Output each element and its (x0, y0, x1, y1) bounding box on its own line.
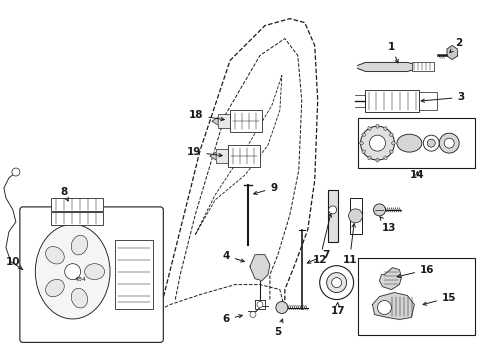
Ellipse shape (396, 134, 421, 152)
Text: 10: 10 (6, 257, 22, 270)
Bar (51, 198, 102, 211)
Text: 11: 11 (342, 224, 356, 265)
Circle shape (275, 302, 287, 314)
Ellipse shape (367, 127, 370, 130)
Ellipse shape (359, 141, 363, 145)
Ellipse shape (71, 235, 87, 255)
Text: 1: 1 (387, 41, 397, 63)
Circle shape (373, 204, 385, 216)
FancyBboxPatch shape (20, 207, 163, 342)
Ellipse shape (361, 133, 365, 136)
Circle shape (438, 133, 458, 153)
Bar (216, 149, 227, 163)
Bar (115, 240, 153, 310)
Ellipse shape (84, 264, 104, 280)
Polygon shape (212, 117, 218, 125)
Ellipse shape (45, 247, 64, 264)
Ellipse shape (35, 224, 110, 319)
Circle shape (326, 273, 346, 293)
Circle shape (249, 311, 255, 318)
Circle shape (427, 139, 434, 147)
Text: 4: 4 (222, 251, 244, 262)
Ellipse shape (375, 124, 378, 128)
Ellipse shape (388, 133, 392, 136)
Ellipse shape (71, 288, 87, 308)
Circle shape (331, 278, 341, 288)
Polygon shape (210, 152, 216, 160)
Circle shape (319, 266, 353, 300)
Bar (419, 92, 436, 110)
Text: 13: 13 (379, 217, 396, 233)
Text: 9: 9 (253, 183, 277, 194)
Circle shape (360, 126, 394, 160)
Text: 18: 18 (188, 110, 224, 121)
Circle shape (377, 301, 390, 315)
Circle shape (64, 264, 81, 280)
Circle shape (443, 138, 453, 148)
Bar (349, 198, 361, 234)
Ellipse shape (361, 150, 365, 153)
Text: 484: 484 (75, 277, 86, 282)
Text: 15: 15 (422, 293, 455, 305)
Ellipse shape (383, 156, 386, 160)
Bar (51, 212, 102, 225)
Polygon shape (249, 255, 269, 280)
Circle shape (328, 206, 336, 214)
Text: 3: 3 (420, 92, 464, 102)
Bar (227, 145, 260, 167)
Text: 2: 2 (449, 37, 462, 53)
Bar (411, 62, 433, 71)
Polygon shape (446, 45, 456, 59)
Circle shape (369, 135, 385, 151)
Ellipse shape (388, 150, 392, 153)
Bar (218, 114, 229, 128)
Text: 12: 12 (312, 213, 331, 265)
Text: 5: 5 (274, 319, 283, 337)
Ellipse shape (45, 279, 64, 297)
Circle shape (348, 209, 362, 223)
Text: 7: 7 (306, 250, 329, 263)
Bar (357, 118, 474, 168)
Text: 16: 16 (396, 265, 434, 278)
Bar (357, 258, 474, 336)
Ellipse shape (375, 158, 378, 162)
Bar (229, 110, 262, 132)
Circle shape (12, 168, 20, 176)
Text: 8: 8 (60, 187, 68, 201)
Polygon shape (372, 293, 413, 319)
Circle shape (423, 135, 438, 151)
Text: 17: 17 (330, 303, 344, 316)
Ellipse shape (367, 156, 370, 160)
Text: 14: 14 (409, 170, 424, 180)
Circle shape (256, 302, 263, 307)
Ellipse shape (383, 127, 386, 130)
Text: 19: 19 (186, 147, 222, 157)
Ellipse shape (390, 141, 395, 145)
Bar (364, 90, 419, 112)
Bar (327, 190, 337, 242)
Polygon shape (357, 62, 414, 71)
Polygon shape (379, 268, 401, 289)
Text: 6: 6 (222, 314, 242, 324)
